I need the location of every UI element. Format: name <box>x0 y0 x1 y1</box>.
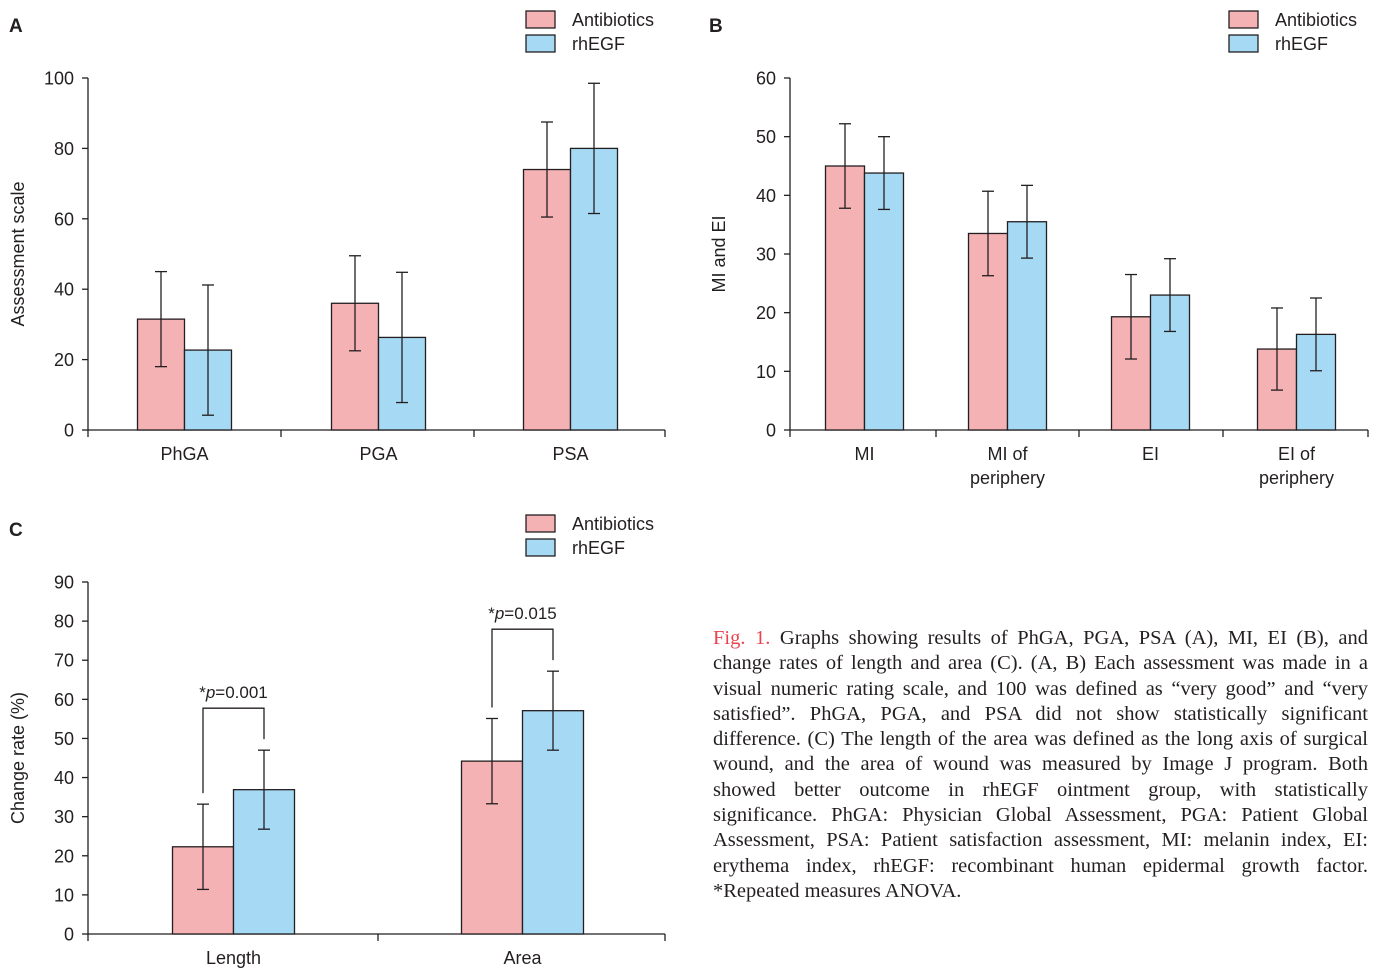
legend-swatch <box>525 538 556 557</box>
chart-panel-c: C Change rate (%) 0 10 20 30 40 50 60 70 80 90 Lengt… <box>8 514 666 968</box>
legend-label: Antibiotics <box>572 10 654 30</box>
y-tick-label: 0 <box>64 925 74 945</box>
x-category-label: periphery <box>970 468 1045 488</box>
significance-bracket <box>491 628 554 708</box>
x-category-label: EI of <box>1278 444 1316 464</box>
y-tick-label: 80 <box>54 139 74 159</box>
y-tick-label: 40 <box>54 768 74 788</box>
legend-label: rhEGF <box>572 538 625 558</box>
chart-panel-a: A Assessment scale 0 20 40 60 80 100 PhGA PGA PSA A… <box>8 10 666 464</box>
x-category-label: periphery <box>1259 468 1334 488</box>
chart-panel-b: B MI and EI 0 10 20 30 40 50 60 MI MI of periphery E… <box>709 10 1369 488</box>
legend-label: rhEGF <box>572 34 625 54</box>
significance-label: *p=0.015 <box>488 604 557 623</box>
y-tick-label: 0 <box>766 421 776 441</box>
legend-swatch <box>525 34 556 53</box>
y-tick-label: 10 <box>756 362 776 382</box>
panel-letter: A <box>9 16 23 37</box>
figure-label: Fig. 1. <box>713 627 771 649</box>
y-tick-label: 100 <box>44 69 74 89</box>
x-category-label: PhGA <box>160 444 208 464</box>
significance-label: *p=0.001 <box>199 683 268 702</box>
y-tick-label: 20 <box>756 303 776 323</box>
y-tick-label: 0 <box>64 421 74 441</box>
x-category-label: EI <box>1142 444 1159 464</box>
y-tick-label: 80 <box>54 612 74 632</box>
significance-bracket <box>202 707 265 794</box>
legend-label: Antibiotics <box>1275 10 1357 30</box>
y-axis-label: Assessment scale <box>8 181 28 326</box>
y-tick-label: 40 <box>756 186 776 206</box>
y-tick-label: 20 <box>54 350 74 370</box>
bar <box>521 710 585 935</box>
y-tick-label: 50 <box>756 127 776 147</box>
x-category-label: Area <box>503 948 542 968</box>
y-tick-label: 60 <box>756 69 776 89</box>
legend-swatch <box>525 514 556 533</box>
x-category-label: PSA <box>552 444 588 464</box>
legend-swatch <box>1228 34 1259 53</box>
x-category-label: PGA <box>359 444 397 464</box>
y-axis-label: MI and EI <box>709 215 729 292</box>
y-tick-label: 70 <box>54 651 74 671</box>
figure-caption-text: Graphs showing results of PhGA, PGA, PSA… <box>713 627 1368 902</box>
panel-letter: B <box>709 16 723 37</box>
y-tick-label: 60 <box>54 209 74 229</box>
legend-label: Antibiotics <box>572 514 654 534</box>
y-tick-label: 30 <box>54 807 74 827</box>
y-tick-label: 60 <box>54 690 74 710</box>
y-tick-label: 90 <box>54 573 74 593</box>
bar <box>863 172 905 431</box>
x-category-label: MI <box>855 444 875 464</box>
y-tick-label: 20 <box>54 846 74 866</box>
figure-caption: Fig. 1. Graphs showing results of PhGA, … <box>713 626 1368 904</box>
x-category-label: MI of <box>987 444 1028 464</box>
y-axis-label: Change rate (%) <box>8 692 28 824</box>
x-category-label: Length <box>206 948 261 968</box>
legend-swatch <box>1228 10 1259 29</box>
y-tick-label: 30 <box>756 245 776 265</box>
legend-swatch <box>525 10 556 29</box>
y-tick-label: 40 <box>54 280 74 300</box>
legend-label: rhEGF <box>1275 34 1328 54</box>
panel-letter: C <box>9 520 23 541</box>
y-tick-label: 50 <box>54 729 74 749</box>
y-tick-label: 10 <box>54 885 74 905</box>
